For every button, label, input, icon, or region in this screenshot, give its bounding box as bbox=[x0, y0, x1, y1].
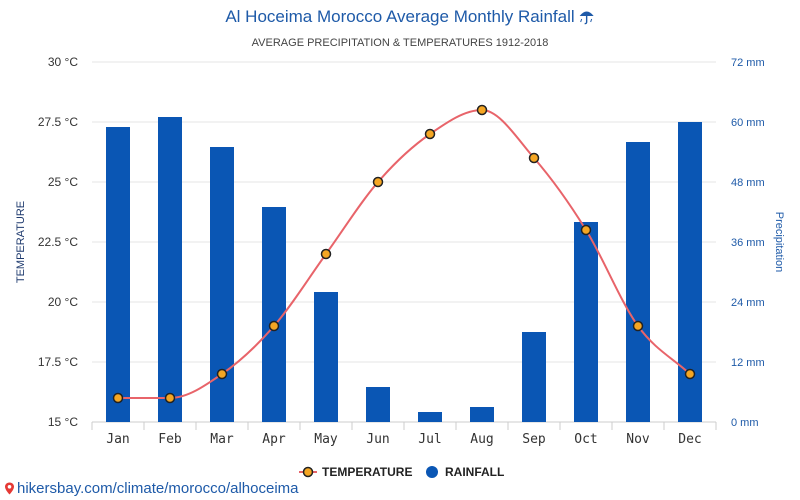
temperature-point[interactable] bbox=[476, 104, 488, 116]
rainfall-bar[interactable] bbox=[366, 387, 390, 422]
right-tick-label: 36 mm bbox=[731, 237, 765, 249]
legend-item-rainfall[interactable]: RAINFALL bbox=[426, 465, 504, 479]
legend: TEMPERATURE RAINFALL bbox=[299, 465, 504, 479]
temperature-point[interactable] bbox=[372, 176, 384, 188]
legend-rainfall-label: RAINFALL bbox=[445, 465, 504, 479]
right-tick-label: 72 mm bbox=[731, 57, 765, 69]
right-tick-label: 0 mm bbox=[731, 417, 759, 429]
left-axis-title: TEMPERATURE bbox=[15, 201, 27, 283]
left-tick-label: 27.5 °C bbox=[38, 115, 78, 129]
rainfall-bar[interactable] bbox=[574, 222, 598, 422]
x-tick-label: Feb bbox=[158, 432, 182, 447]
x-tick-label: Jun bbox=[366, 432, 389, 447]
chart-subtitle: AVERAGE PRECIPITATION & TEMPERATURES 191… bbox=[252, 37, 549, 49]
rainfall-bar[interactable] bbox=[522, 332, 546, 422]
legend-item-temperature[interactable]: TEMPERATURE bbox=[299, 465, 412, 479]
temperature-point[interactable] bbox=[528, 152, 540, 164]
chart-title: Al Hoceima Morocco Average Monthly Rainf… bbox=[225, 7, 574, 26]
x-tick-label: Aug bbox=[470, 432, 493, 447]
x-axis-ticks: Jan Feb Mar Apr May Jun Jul Aug Sep Oct Nov Dec bbox=[91, 422, 717, 447]
rainfall-bar[interactable] bbox=[418, 412, 442, 422]
temperature-point[interactable] bbox=[684, 368, 696, 380]
x-tick-label: Mar bbox=[210, 432, 234, 447]
x-tick-label: Oct bbox=[574, 432, 597, 447]
left-tick-label: 20 °C bbox=[48, 295, 78, 309]
right-axis-title: Precipitation bbox=[773, 212, 785, 273]
left-tick-label: 25 °C bbox=[48, 175, 78, 189]
temperature-point[interactable] bbox=[164, 392, 176, 404]
temperature-points bbox=[112, 104, 696, 404]
footer-link[interactable]: hikersbay.com/climate/morocco/alhoceima bbox=[4, 480, 299, 497]
x-tick-label: Jul bbox=[418, 432, 441, 447]
temperature-point[interactable] bbox=[268, 320, 280, 332]
umbrella-rain-icon bbox=[579, 11, 594, 25]
temperature-point[interactable] bbox=[320, 248, 332, 260]
right-tick-label: 12 mm bbox=[731, 357, 765, 369]
right-tick-label: 60 mm bbox=[731, 117, 765, 129]
rainfall-bar[interactable] bbox=[470, 407, 494, 422]
rainfall-bar[interactable] bbox=[158, 117, 182, 422]
rainfall-bar[interactable] bbox=[626, 142, 650, 422]
rainfall-bar[interactable] bbox=[314, 292, 338, 422]
left-tick-label: 22.5 °C bbox=[38, 235, 78, 249]
right-tick-label: 24 mm bbox=[731, 297, 765, 309]
temperature-point[interactable] bbox=[216, 368, 228, 380]
footer-url: hikersbay.com/climate/morocco/alhoceima bbox=[17, 480, 299, 497]
temperature-point[interactable] bbox=[112, 392, 124, 404]
legend-temperature-marker bbox=[302, 466, 314, 478]
grid-lines bbox=[92, 61, 716, 423]
legend-rainfall-marker bbox=[426, 466, 438, 478]
x-tick-label: May bbox=[314, 432, 338, 447]
location-pin-icon bbox=[5, 482, 14, 495]
temperature-point[interactable] bbox=[580, 224, 592, 236]
rainfall-bar[interactable] bbox=[106, 127, 130, 422]
x-tick-label: Nov bbox=[626, 432, 650, 447]
left-tick-label: 30 °C bbox=[48, 55, 78, 69]
rainfall-bars bbox=[106, 117, 702, 422]
x-tick-label: Dec bbox=[678, 432, 701, 447]
right-axis-ticks: 0 mm 12 mm 24 mm 36 mm 48 mm 60 mm 72 mm bbox=[731, 57, 765, 429]
legend-temperature-label: TEMPERATURE bbox=[322, 465, 412, 479]
x-tick-label: Jan bbox=[106, 432, 129, 447]
left-tick-label: 17.5 °C bbox=[38, 355, 78, 369]
left-axis-ticks: 15 °C 17.5 °C 20 °C 22.5 °C 25 °C 27.5 °C 30 °… bbox=[38, 55, 78, 429]
temperature-line bbox=[118, 108, 691, 399]
left-tick-label: 15 °C bbox=[48, 415, 78, 429]
right-tick-label: 48 mm bbox=[731, 177, 765, 189]
temperature-point[interactable] bbox=[424, 128, 436, 140]
temperature-point[interactable] bbox=[632, 320, 644, 332]
x-tick-label: Apr bbox=[262, 432, 286, 447]
x-tick-label: Sep bbox=[522, 432, 546, 447]
